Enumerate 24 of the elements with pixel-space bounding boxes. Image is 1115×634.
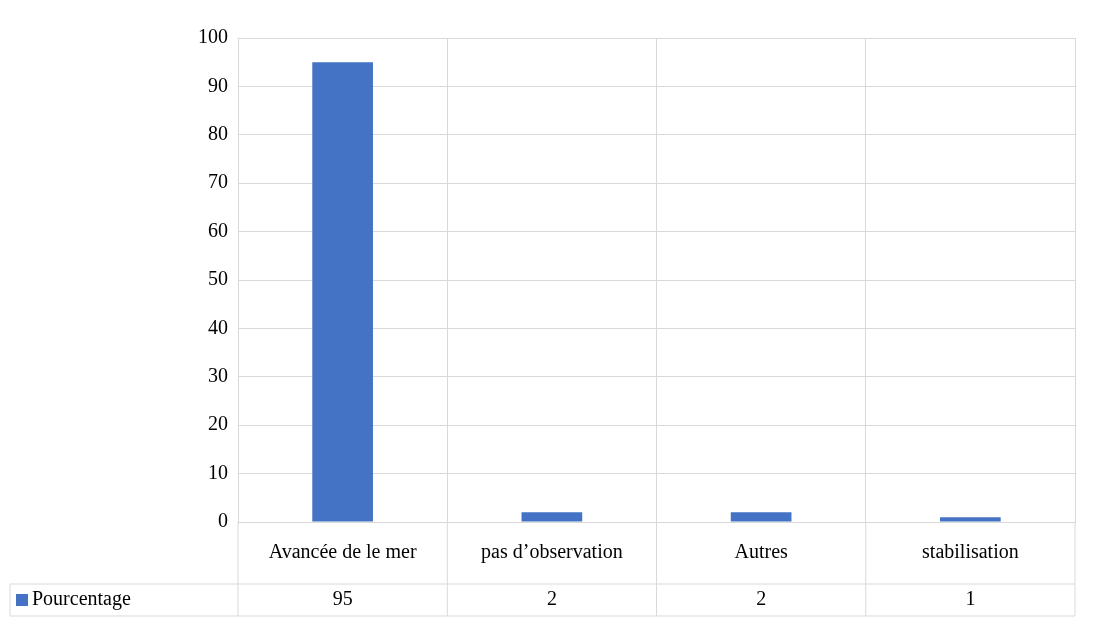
y-tick-label: 40: [208, 315, 228, 338]
bar: [312, 62, 373, 522]
data-label: 2: [756, 587, 767, 610]
y-tick-label: 10: [208, 460, 228, 483]
legend-label: Pourcentage: [32, 587, 131, 611]
y-tick-label: 100: [198, 25, 228, 48]
y-tick-label: 60: [208, 218, 228, 241]
x-tick-label: Autres: [734, 540, 788, 563]
y-tick-label: 80: [208, 122, 228, 145]
x-tick-label: stabilisation: [922, 540, 1019, 563]
y-tick-label: 0: [218, 509, 228, 532]
y-tick-label: 90: [208, 73, 228, 96]
data-label: 1: [965, 587, 976, 610]
data-label: 95: [332, 587, 353, 610]
bar: [940, 517, 1001, 522]
y-tick-label: 20: [208, 412, 228, 435]
data-label: 2: [546, 587, 557, 610]
x-tick-label: pas d’observation: [481, 540, 623, 564]
y-tick-label: 70: [208, 170, 228, 193]
bar: [730, 512, 792, 522]
y-tick-label: 30: [208, 364, 228, 387]
y-tick-label: 50: [208, 267, 228, 290]
bar: [521, 512, 583, 522]
x-tick-label: Avancée de le mer: [268, 540, 417, 563]
